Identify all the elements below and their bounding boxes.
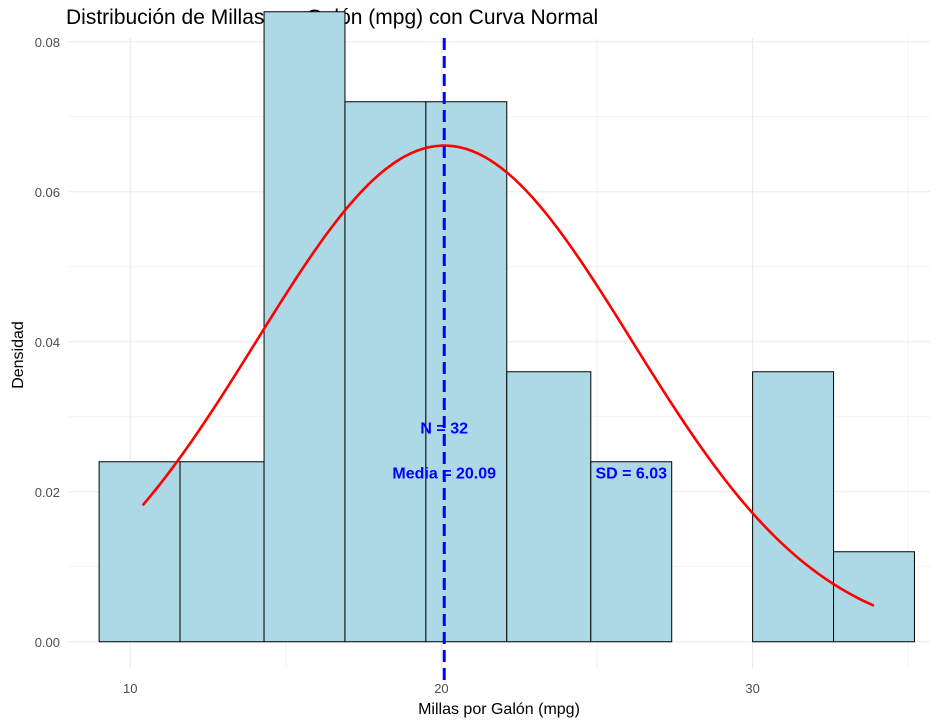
x-axis-ticks: 10 20 30 <box>123 681 760 696</box>
annotation-label: N = 32 <box>420 420 468 437</box>
y-tick-label: 0.02 <box>35 485 60 500</box>
histogram-bars <box>98 11 915 643</box>
y-tick-label: 0.00 <box>35 635 60 650</box>
normal-curve-layer <box>141 144 875 607</box>
x-tick-label: 30 <box>745 681 759 696</box>
x-tick-label: 10 <box>123 681 137 696</box>
annotation-label: Media = 20.09 <box>392 465 496 482</box>
y-tick-label: 0.06 <box>35 185 60 200</box>
histogram-bar <box>98 461 181 643</box>
normal-curve-line <box>141 144 875 607</box>
x-axis-title: Millas por Galón (mpg) <box>418 701 580 718</box>
y-tick-label: 0.08 <box>35 35 60 50</box>
y-axis-ticks: 0.00 0.02 0.04 0.06 0.08 <box>35 35 60 650</box>
x-tick-label: 20 <box>434 681 448 696</box>
histogram-bar <box>833 551 915 643</box>
histogram-bar <box>344 101 427 643</box>
histogram-bar <box>179 461 265 643</box>
annotation-layer: N = 32 Media = 20.09 SD = 6.03 <box>392 420 667 482</box>
histogram-bar <box>425 101 508 643</box>
y-axis-title: Densidad <box>10 321 27 389</box>
histogram-bar <box>752 371 835 643</box>
annotation-label: SD = 6.03 <box>595 465 667 482</box>
histogram-bar <box>263 11 346 643</box>
histogram-bar <box>590 461 673 643</box>
histogram-bar <box>506 371 592 643</box>
y-tick-label: 0.04 <box>35 335 60 350</box>
